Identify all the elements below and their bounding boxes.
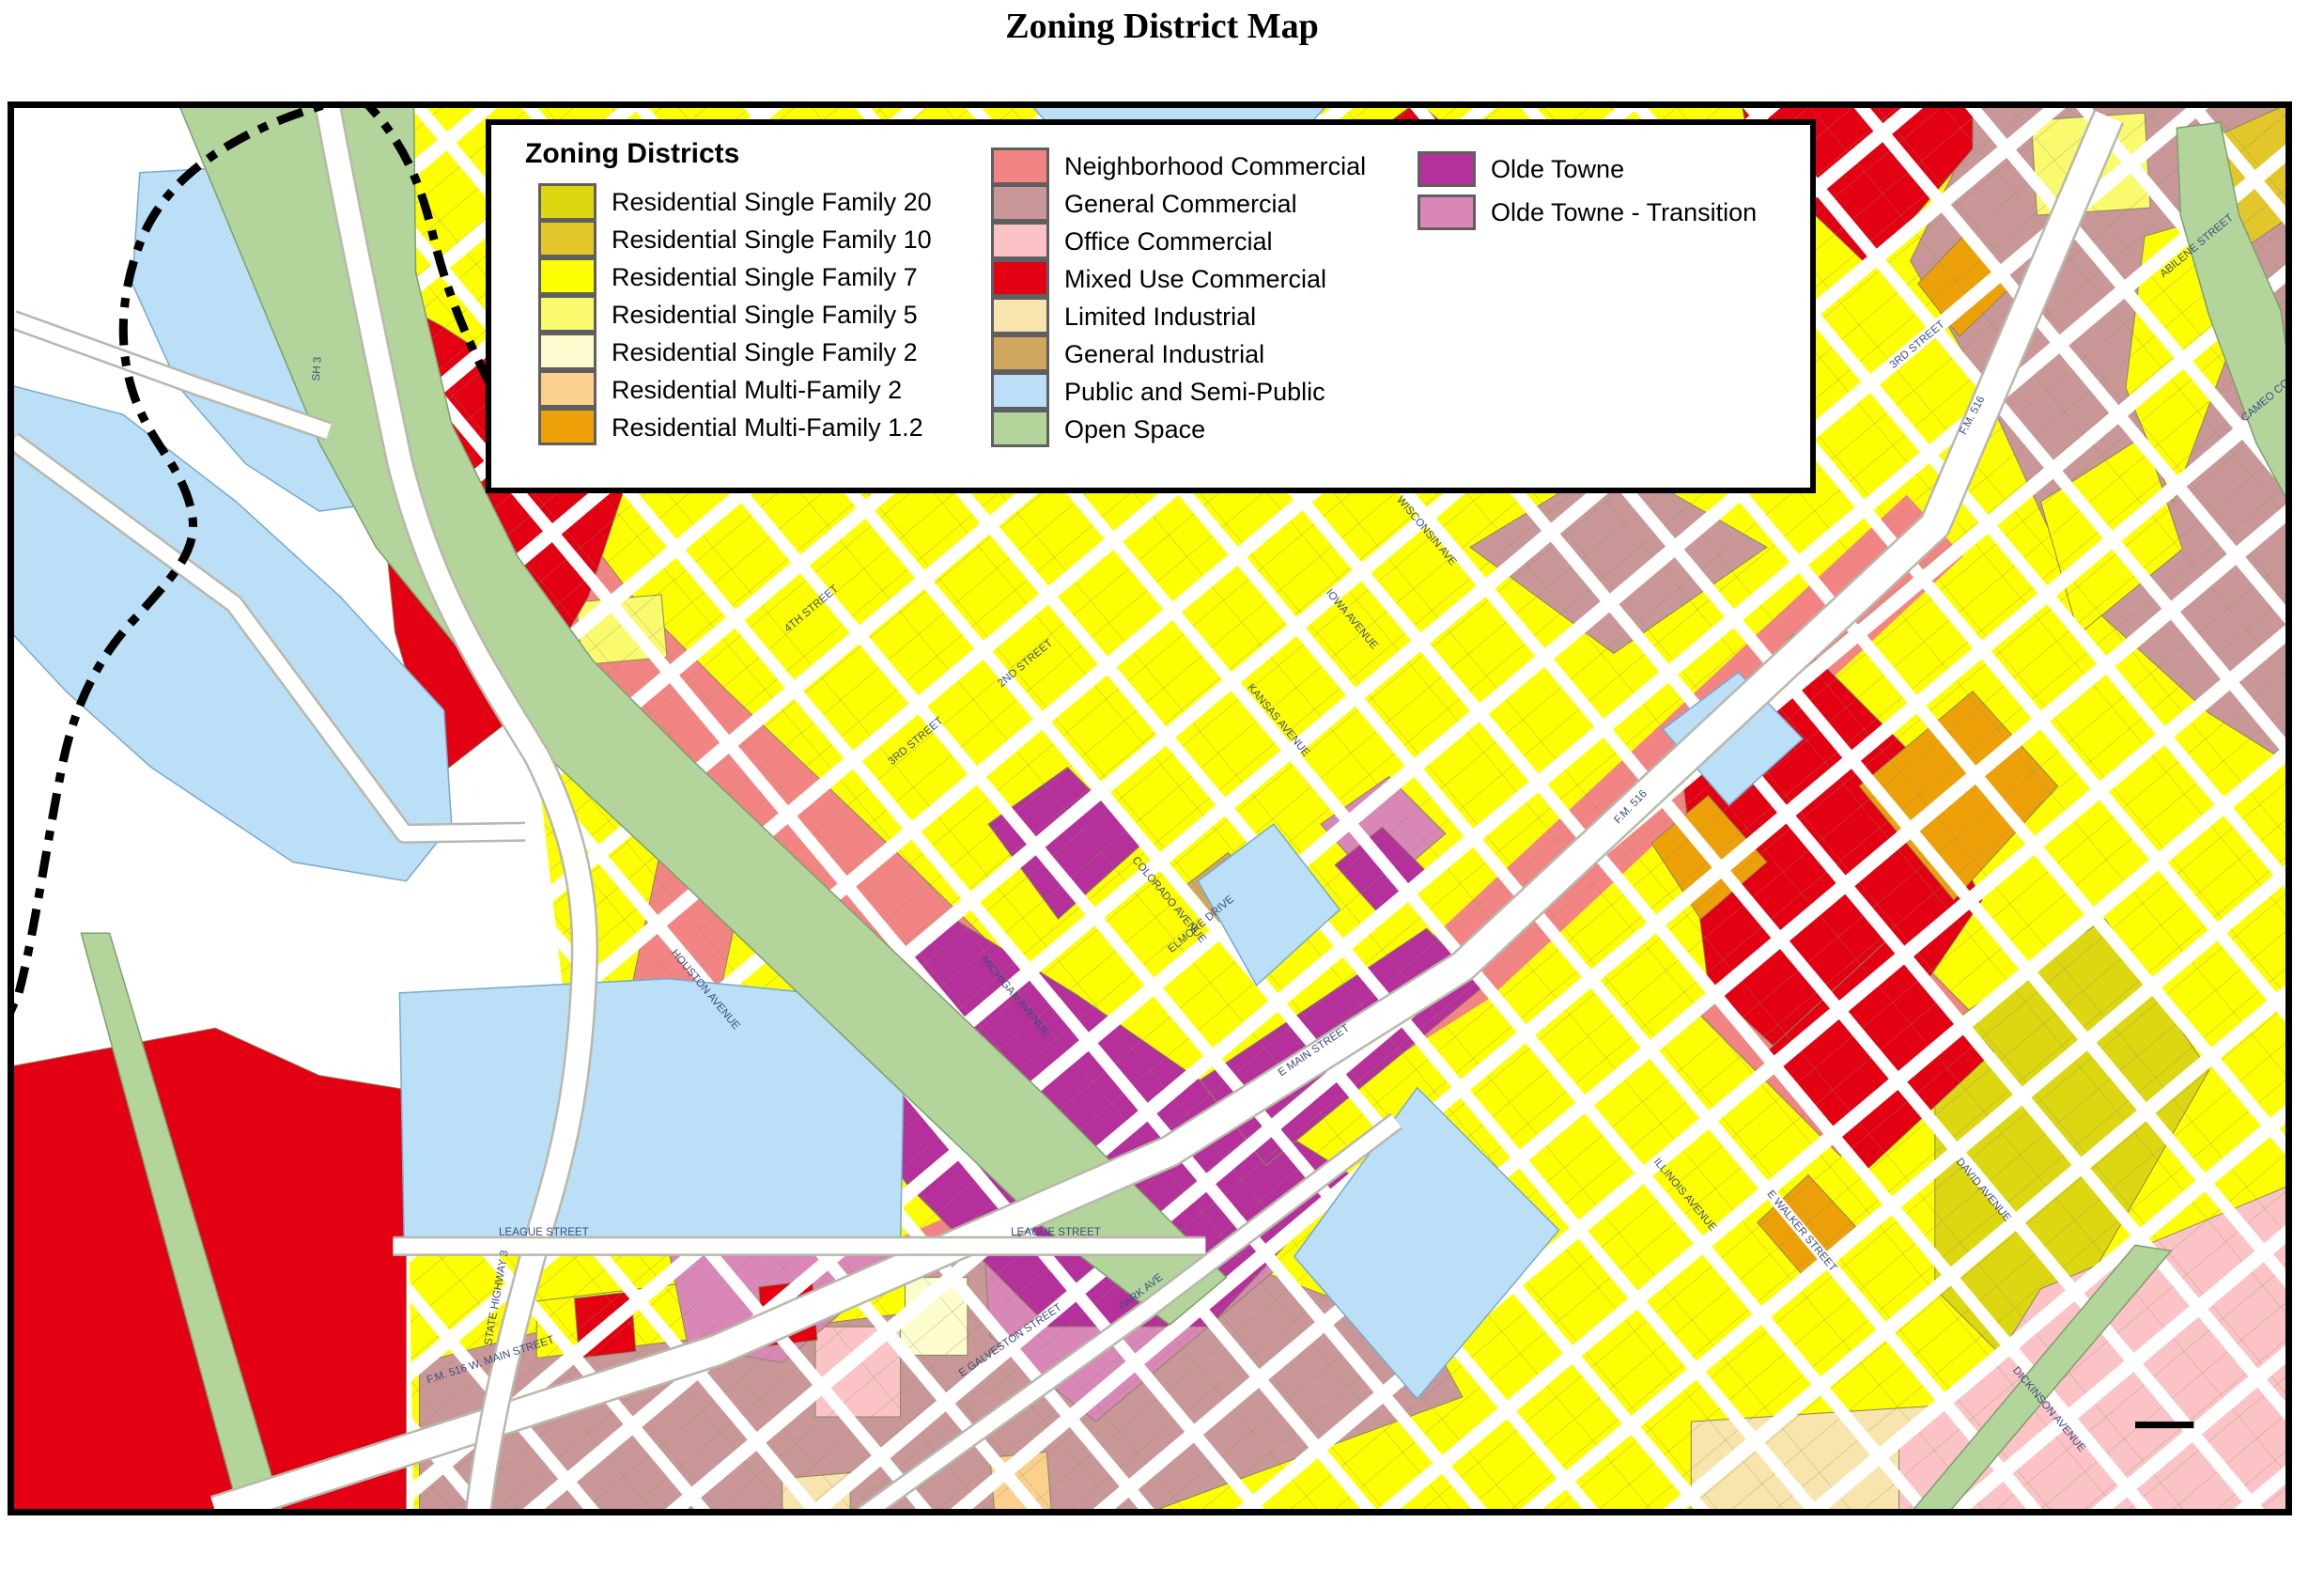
legend-item: Mixed Use Commercial (991, 258, 1366, 298)
legend-item: Residential Single Family 10 (538, 219, 932, 258)
legend-column-commercial-industrial: Neighborhood Commercial General Commercia… (991, 148, 1366, 448)
map-canvas[interactable]: F.M. 516 F.M. 516 E MAIN STREET F.M. 516 W.… (8, 101, 2292, 1515)
legend-item: General Industrial (991, 334, 1366, 373)
legend-item: Office Commercial (991, 221, 1366, 260)
legend-column-olde-towne: Olde Towne Olde Towne - Transition (1418, 148, 1757, 234)
legend-swatch-gcom (991, 183, 1049, 222)
legend-item: Residential Single Family 20 (538, 183, 932, 221)
legend-label-ncom: Neighborhood Commercial (1064, 152, 1367, 180)
legend-label-pub: Public and Semi-Public (1064, 378, 1325, 406)
road (10, 312, 332, 439)
legend-label-rsf20: Residential Single Family 20 (612, 188, 932, 216)
legend-label-gind: General Industrial (1064, 340, 1265, 368)
legend-item: Neighborhood Commercial (991, 148, 1366, 185)
legend-label-rsf2: Residential Single Family 2 (612, 338, 918, 366)
legend-swatch-rsf20 (538, 183, 596, 221)
legend-column-residential: Residential Single Family 20 Residential … (538, 183, 932, 446)
legend-label-lind: Limited Industrial (1064, 303, 1257, 331)
legend-swatch-ocom (991, 221, 1049, 259)
open-space-corridor (177, 101, 1228, 1327)
water-body (1293, 1086, 1560, 1401)
legend-item: Open Space (991, 409, 1366, 448)
legend-item: Public and Semi-Public (991, 371, 1366, 411)
legend-label-mixed: Mixed Use Commercial (1064, 265, 1327, 293)
scale-bar (2135, 1422, 2194, 1429)
legend-label-rsf10: Residential Single Family 10 (612, 225, 932, 254)
legend-swatch-pub (991, 371, 1049, 410)
road (8, 434, 526, 842)
legend-item: Residential Single Family 5 (538, 294, 932, 334)
legend-item: Olde Towne - Transition (1418, 191, 1757, 234)
legend-item: Residential Single Family 2 (538, 332, 932, 371)
legend-item: Olde Towne (1418, 148, 1757, 191)
page-title: Zoning District Map (1005, 7, 1319, 46)
legend-swatch-rsf10 (538, 219, 596, 257)
street-label: SH 3 (311, 356, 324, 381)
legend-swatch-rmf12 (538, 407, 596, 445)
city-boundary-dashed (8, 101, 354, 1029)
street-label: LEAGUE STREET (499, 1227, 589, 1238)
legend: Zoning Districts Residential Single Fami… (486, 119, 1816, 493)
legend-swatch-open (991, 409, 1049, 447)
legend-label-rsf7: Residential Single Family 7 (612, 263, 918, 291)
street-label: LEAGUE STREET (1011, 1227, 1101, 1238)
water-body (1197, 823, 1341, 987)
city-boundary-dashed (358, 101, 518, 425)
legend-label-rsf5: Residential Single Family 5 (612, 301, 918, 329)
legend-label-rmf2: Residential Multi-Family 2 (612, 376, 903, 404)
legend-item: Limited Industrial (991, 296, 1366, 335)
legend-swatch-ncom (991, 148, 1049, 185)
legend-label-oldtt: Olde Towne - Transition (1491, 198, 1758, 226)
legend-swatch-lind (991, 296, 1049, 334)
legend-swatch-rsf7 (538, 256, 596, 295)
legend-label-open: Open Space (1064, 415, 1206, 443)
legend-swatch-rsf2 (538, 332, 596, 370)
legend-label-rmf12: Residential Multi-Family 1.2 (612, 413, 923, 442)
road (210, 111, 2122, 1515)
road (316, 101, 596, 1515)
legend-swatch-rmf2 (538, 369, 596, 408)
legend-label-gcom: General Commercial (1064, 190, 1297, 218)
legend-item: General Commercial (991, 183, 1366, 223)
water-body (1662, 671, 1805, 807)
water-body (398, 977, 906, 1255)
legend-label-oldt: Olde Towne (1491, 155, 1625, 183)
legend-title: Zoning Districts (525, 138, 740, 169)
legend-swatch-oldtt (1418, 194, 1476, 230)
open-space-corridor (2176, 121, 2292, 510)
legend-item: Residential Multi-Family 2 (538, 369, 932, 409)
legend-swatch-gind (991, 334, 1049, 372)
legend-swatch-oldt (1418, 151, 1476, 187)
legend-item: Residential Multi-Family 1.2 (538, 407, 932, 446)
road (858, 1114, 1402, 1515)
legend-swatch-mixed (991, 258, 1049, 297)
legend-item: Residential Single Family 7 (538, 256, 932, 296)
legend-swatch-rsf5 (538, 294, 596, 333)
legend-label-ocom: Office Commercial (1064, 227, 1273, 256)
